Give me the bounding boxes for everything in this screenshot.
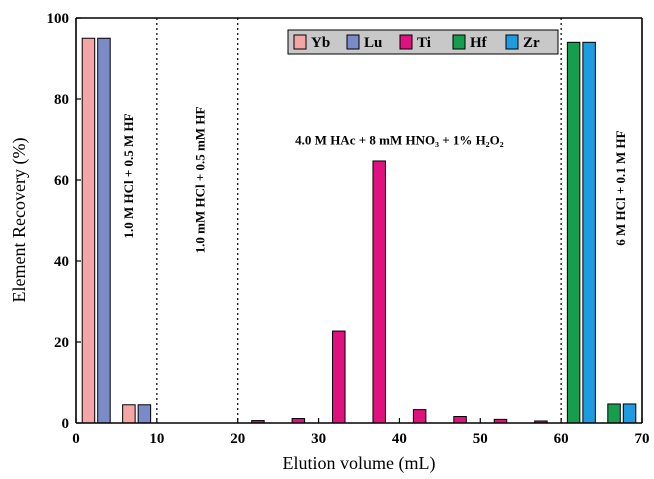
x-tick-label-0: 0 bbox=[72, 431, 80, 447]
bar-ti-4 bbox=[412, 409, 427, 424]
bar-ti-2 bbox=[332, 330, 346, 424]
bar-hf-1 bbox=[607, 403, 621, 424]
legend-swatch-ti bbox=[399, 34, 413, 50]
ticks-layer: 0 10 20 30 40 50 60 70 0 20 40 60 80 100 bbox=[47, 11, 650, 447]
x-tick-label-6: 60 bbox=[554, 431, 569, 447]
annotation-mm-hcl-hf: 1.0 mM HCl + 0.5 mM HF bbox=[192, 107, 207, 254]
bar-lu-0 bbox=[97, 37, 111, 424]
bar-ti-5 bbox=[453, 416, 467, 424]
x-tick-label-5: 50 bbox=[473, 431, 488, 447]
legend-label-yb: Yb bbox=[311, 35, 330, 51]
bar-hf-0 bbox=[566, 41, 581, 424]
annotation-hac: 4.0 M HAc + 8 mM HNO₃ + 1% H₂O₂ bbox=[295, 133, 504, 148]
bar-yb-0 bbox=[81, 37, 96, 424]
legend-label-ti: Ti bbox=[417, 35, 431, 51]
y-axis-title: Element Recovery (%) bbox=[9, 138, 30, 303]
dividers-layer bbox=[156, 18, 562, 423]
bar-ti-3 bbox=[372, 160, 386, 424]
bar-lu-1 bbox=[137, 404, 152, 424]
legend-swatch-hf bbox=[452, 34, 466, 50]
legend-label-hf: Hf bbox=[470, 35, 488, 51]
x-axis-title: Elution volume (mL) bbox=[283, 453, 436, 474]
legend-label-zr: Zr bbox=[523, 35, 540, 51]
y-tick-label-3: 60 bbox=[54, 173, 69, 189]
legend-swatch-zr bbox=[505, 34, 519, 50]
bar-yb-1 bbox=[122, 404, 136, 424]
x-tick-label-3: 30 bbox=[311, 431, 326, 447]
y-tick-label-4: 80 bbox=[54, 92, 69, 108]
x-tick-label-2: 20 bbox=[230, 431, 245, 447]
x-tick-label-4: 40 bbox=[392, 431, 407, 447]
legend-swatch-lu bbox=[346, 34, 360, 50]
legend-items: Yb Lu Ti Hf Zr bbox=[293, 34, 540, 51]
x-tick-label-7: 70 bbox=[635, 431, 650, 447]
annotation-hcl-hf-6m: 6 M HCl + 0.1 M HF bbox=[613, 130, 628, 245]
bar-zr-1 bbox=[622, 403, 637, 424]
annotations-layer: 1.0 M HCl + 0.5 M HF 1.0 mM HCl + 0.5 mM … bbox=[121, 107, 628, 254]
x-tick-label-1: 10 bbox=[149, 431, 164, 447]
legend: Yb Lu Ti Hf Zr bbox=[287, 29, 559, 55]
legend-label-lu: Lu bbox=[364, 35, 382, 51]
y-tick-label-1: 20 bbox=[54, 335, 69, 351]
bars-layer bbox=[81, 37, 637, 424]
annotation-hcl-hf: 1.0 M HCl + 0.5 M HF bbox=[121, 113, 136, 238]
y-tick-label-2: 40 bbox=[54, 254, 69, 270]
y-tick-label-5: 100 bbox=[47, 11, 70, 27]
legend-swatch-yb bbox=[293, 34, 307, 50]
bar-zr-0 bbox=[582, 41, 596, 424]
axes-layer bbox=[75, 17, 643, 424]
y-tick-label-0: 0 bbox=[62, 416, 70, 432]
